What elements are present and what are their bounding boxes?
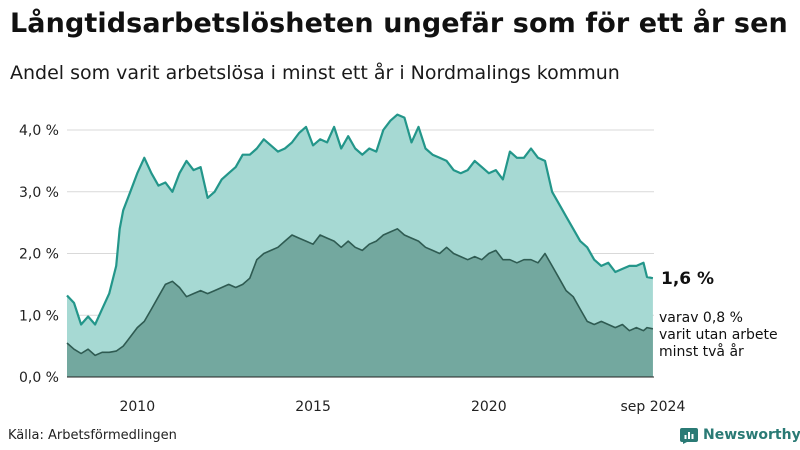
x-tick-label: 2010	[119, 399, 155, 415]
y-tick-label: 2,0 %	[19, 247, 59, 263]
series-area-long	[67, 228, 653, 377]
source-note: Källa: Arbetsförmedlingen	[8, 428, 177, 443]
long-value-label: varav 0,8 %	[659, 310, 743, 326]
total-value-label: 1,6 %	[661, 269, 714, 289]
bar-chart-icon	[680, 428, 698, 444]
series-areas	[66, 113, 654, 377]
x-tick-label: 2015	[295, 399, 331, 415]
chart-title: Långtidsarbetslösheten ungefär som för e…	[10, 8, 788, 39]
brand-name: Newsworthy	[703, 427, 800, 443]
x-tick-label: 2020	[471, 399, 507, 415]
x-axis: 2010 2015 2020 sep 2024	[119, 399, 685, 415]
x-tick-label: sep 2024	[621, 399, 686, 415]
series-line-long	[66, 228, 654, 357]
long-value-label: varit utan arbete	[659, 327, 778, 343]
y-tick-label: 4,0 %	[19, 123, 59, 139]
brand-logo: Newsworthy	[680, 426, 800, 444]
y-tick-label: 3,0 %	[19, 185, 59, 201]
series-line-total	[66, 113, 654, 326]
y-tick-label: 1,0 %	[19, 308, 59, 324]
y-axis: 0,0 % 1,0 % 2,0 % 3,0 % 4,0 %	[19, 123, 59, 386]
long-value-label: minst två år	[659, 343, 744, 360]
chart-subtitle: Andel som varit arbetslösa i minst ett å…	[10, 62, 620, 84]
y-tick-label: 0,0 %	[19, 370, 59, 386]
